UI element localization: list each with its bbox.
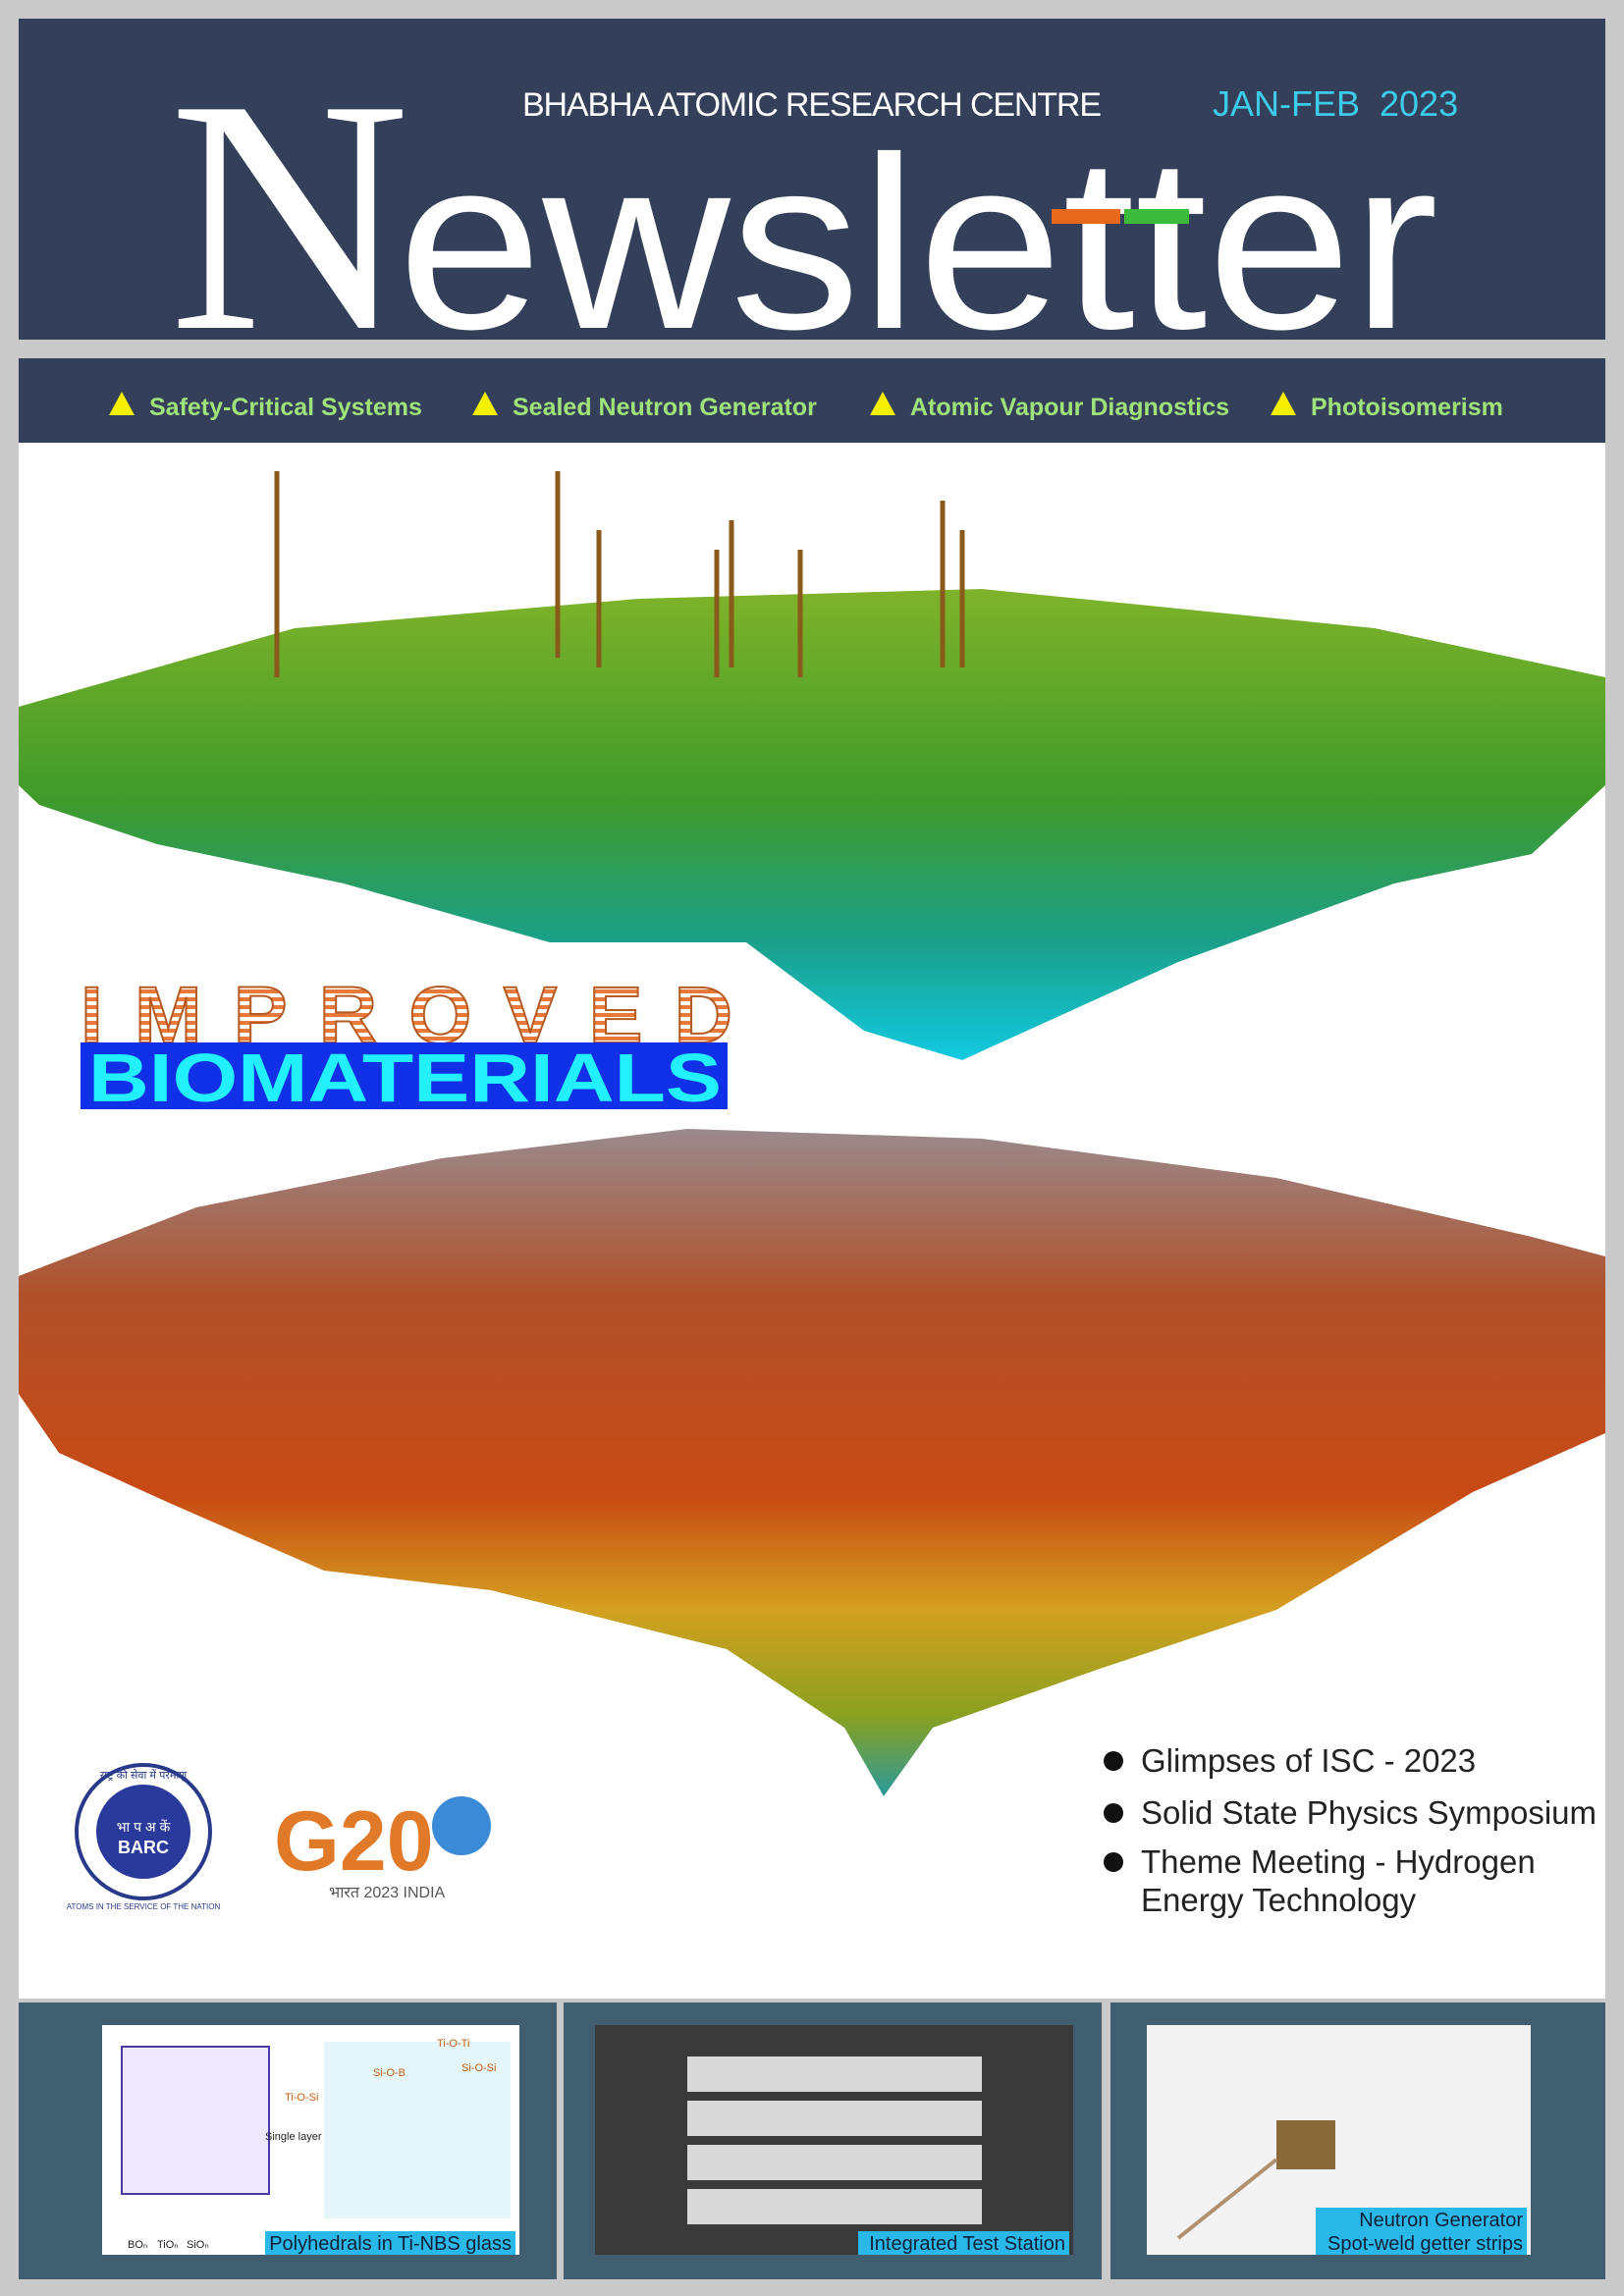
caption-bg xyxy=(265,2231,515,2255)
organization: BHABHA ATOMIC RESEARCH CENTRE xyxy=(522,86,1102,124)
topic: Sealed Neutron Generator xyxy=(513,394,817,421)
highlight: Solid State Physics Symposium xyxy=(1141,1794,1597,1831)
figure-label: Ti-O-Si xyxy=(285,2092,318,2104)
cover-line2: BIOMATERIALS xyxy=(88,1040,722,1116)
caption-bg xyxy=(858,2231,1069,2255)
caption: Integrated Test Station xyxy=(869,2233,1065,2255)
g20-globe xyxy=(432,1796,491,1855)
figure-label: Si-O-B xyxy=(373,2067,406,2079)
caption: Neutron Generator xyxy=(1359,2210,1523,2231)
generator-body xyxy=(1276,2120,1335,2169)
g20-caption: भारत 2023 INDIA xyxy=(329,1885,446,1901)
topic: Safety-Critical Systems xyxy=(149,394,422,421)
topic: Atomic Vapour Diagnostics xyxy=(910,394,1229,421)
pin xyxy=(1176,2158,1278,2240)
caption-bg xyxy=(1316,2208,1527,2255)
barc-hindi: भा प अ कें xyxy=(117,1819,171,1835)
caption: Polyhedrals in Ti-NBS glass xyxy=(269,2233,512,2255)
rack-unit xyxy=(687,2056,982,2092)
bullet xyxy=(1104,1803,1123,1823)
figure-label: TiOₙ xyxy=(157,2239,179,2251)
red-surface xyxy=(19,1129,1605,1796)
bullet xyxy=(1104,1852,1123,1872)
title-rest: ewsletter xyxy=(398,106,1438,380)
figure-label: Si-O-Si xyxy=(461,2062,496,2074)
panels: Si-O-B Ti-O-Ti Ti-O-Si Si-O-Si Single layer B… xyxy=(19,2002,1605,2279)
barc-name: BARC xyxy=(118,1838,169,1857)
figure-label: Ti-O-Ti xyxy=(437,2038,469,2050)
g20-mark: G20 xyxy=(274,1794,434,1889)
topic-marker xyxy=(109,392,135,415)
topic-marker xyxy=(472,392,498,415)
figure-label: Single layer xyxy=(265,2131,322,2143)
highlights: Glimpses of ISC - 2023 Solid State Physic… xyxy=(1104,1742,1597,1918)
highlight: Glimpses of ISC - 2023 xyxy=(1141,1742,1476,1779)
highlight: Theme Meeting - Hydrogen xyxy=(1141,1843,1536,1880)
topic-marker xyxy=(870,392,895,415)
rack-unit xyxy=(687,2145,982,2180)
topics-band xyxy=(19,358,1605,443)
bullet xyxy=(1104,1751,1123,1771)
flag-orange xyxy=(1052,209,1120,224)
rack-unit xyxy=(687,2189,982,2224)
title-initial: N xyxy=(169,30,410,400)
topic: Photoisomerism xyxy=(1311,394,1503,421)
rack-unit xyxy=(687,2101,982,2136)
green-surface xyxy=(19,589,1605,1060)
issue: JAN-FEB 2023 xyxy=(1213,83,1458,124)
flag-green xyxy=(1124,209,1189,224)
barc-tagline: ATOMS IN THE SERVICE OF THE NATION xyxy=(67,1902,221,1911)
topic-marker xyxy=(1271,392,1296,415)
figure-label: BOₙ xyxy=(128,2239,147,2251)
caption: Spot-weld getter strips xyxy=(1327,2233,1523,2255)
topics: Safety-Critical Systems Sealed Neutron Ge… xyxy=(109,392,1503,421)
barc-motto: राष्ट्र की सेवा में परमाणु xyxy=(100,1769,188,1782)
green-spikes xyxy=(274,471,965,677)
structure-box xyxy=(121,2046,270,2195)
network xyxy=(324,2042,511,2218)
header-band xyxy=(19,19,1605,340)
cover-line2-bg xyxy=(81,1042,728,1109)
barc-logo-inner xyxy=(96,1785,190,1879)
figure-label: SiOₙ xyxy=(187,2239,209,2251)
highlight: Energy Technology xyxy=(1141,1882,1417,1918)
